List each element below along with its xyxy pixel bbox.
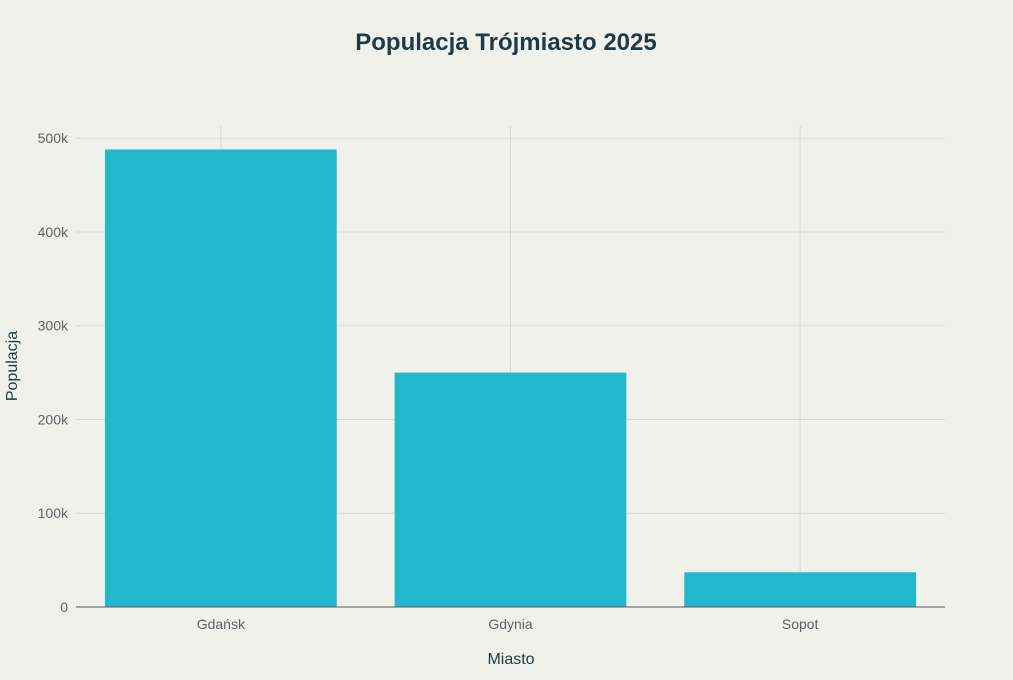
y-tick-label: 200k xyxy=(38,411,69,427)
y-tick-label: 500k xyxy=(38,130,69,146)
y-tick-label: 0 xyxy=(60,599,68,615)
bar-0[interactable] xyxy=(104,149,337,607)
x-tick-label: Sopot xyxy=(782,616,819,632)
x-tick-layer: Gdańsk Gdynia Sopot xyxy=(197,616,819,632)
bar-layer xyxy=(104,149,917,607)
y-tick-label: 300k xyxy=(38,318,69,334)
y-axis-title: Populacja xyxy=(4,331,21,401)
y-tick-layer: 0 100k 200k 300k 400k 500k xyxy=(38,130,69,615)
y-tick-label: 100k xyxy=(38,505,69,521)
y-tick-label: 400k xyxy=(38,224,69,240)
bar-1[interactable] xyxy=(394,372,627,607)
x-tick-label: Gdynia xyxy=(488,616,533,632)
x-tick-label: Gdańsk xyxy=(197,616,246,632)
bar-2[interactable] xyxy=(684,572,917,607)
chart-title: Populacja Trójmiasto 2025 xyxy=(355,29,656,56)
x-axis-title: Miasto xyxy=(487,651,534,668)
